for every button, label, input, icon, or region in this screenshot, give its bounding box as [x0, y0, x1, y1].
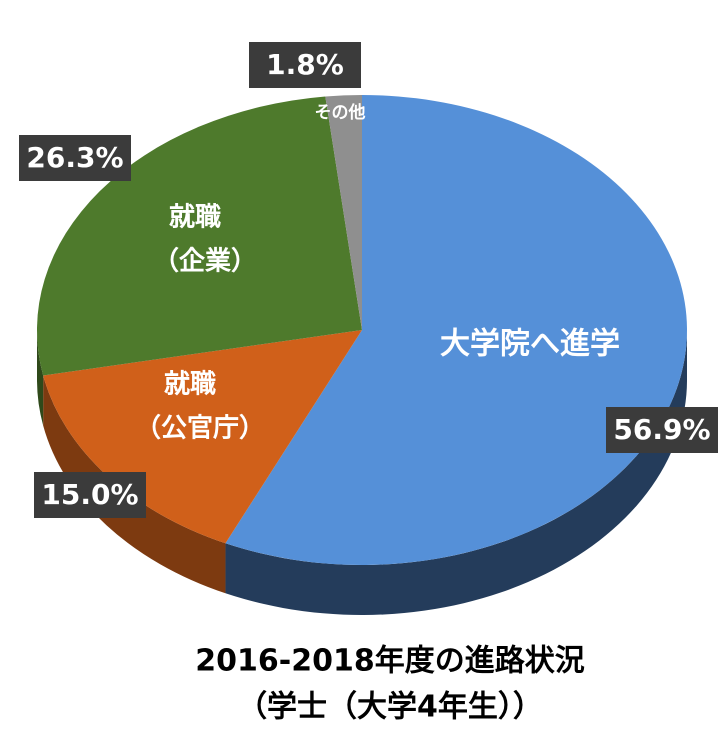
slice-label: 大学院へ進学: [440, 327, 620, 362]
value-label-box: [19, 135, 131, 181]
slice: [43, 330, 363, 594]
value-label-box: [606, 407, 718, 453]
slice: [37, 96, 363, 426]
chart-title: （学士（大学4年生））: [237, 690, 543, 725]
slice-side: [225, 330, 687, 615]
slice-top: [225, 95, 687, 565]
value-label: 1.8%: [266, 48, 344, 81]
slice-top: [43, 330, 363, 544]
slice-label: その他: [315, 102, 366, 123]
slice-side: [43, 375, 226, 594]
slice: [325, 95, 362, 330]
slice-label: （企業）: [153, 247, 257, 277]
slice-label: 就職: [169, 203, 221, 233]
value-label: 26.3%: [26, 141, 123, 174]
chart-title: 2016-2018年度の進路状況: [195, 644, 584, 679]
value-label: 15.0%: [41, 478, 138, 511]
slice-side: [37, 330, 44, 426]
value-label-box: [249, 42, 361, 88]
slice-label: （公官庁）: [135, 414, 265, 444]
slice-top: [325, 95, 362, 330]
slice-label: 就職: [164, 370, 216, 400]
value-label-box: [34, 472, 146, 518]
slice-top: [37, 96, 363, 376]
value-label: 56.9%: [613, 413, 710, 446]
slice: [225, 95, 687, 615]
